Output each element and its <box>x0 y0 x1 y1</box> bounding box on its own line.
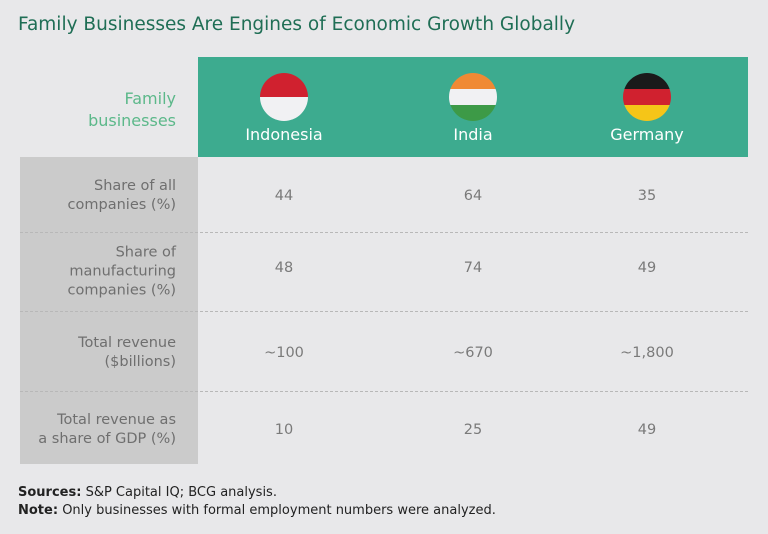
row-label: Share of all companies (%) <box>67 178 176 213</box>
column-header-indonesia: Indonesia <box>194 57 374 157</box>
row-label: Total revenue as a share of GDP (%) <box>38 412 176 447</box>
table-cell: 25 <box>463 422 483 438</box>
country-name: Indonesia <box>245 125 323 144</box>
note-label: Note: <box>18 503 59 518</box>
corner-label: Family businesses <box>88 89 176 130</box>
sources-text: S&P Capital IQ; BCG analysis. <box>85 485 277 500</box>
table-cell: 10 <box>274 422 294 438</box>
flag-germany-icon <box>623 73 671 121</box>
table-cell: 49 <box>637 422 657 438</box>
table-cell: 64 <box>463 188 483 204</box>
row-divider <box>20 232 748 233</box>
table-cell: 44 <box>274 188 294 204</box>
country-name: India <box>453 125 493 144</box>
chart-title: Family Businesses Are Engines of Economi… <box>18 14 576 35</box>
note-line: Note: Only businesses with formal employ… <box>18 503 496 518</box>
country-name: Germany <box>610 125 684 144</box>
table-cell: 74 <box>463 260 483 276</box>
flag-indonesia-icon <box>260 73 308 121</box>
row-label: Share of manufacturing companies (%) <box>67 244 176 299</box>
sources-line: Sources: S&P Capital IQ; BCG analysis. <box>18 485 277 500</box>
note-text: Only businesses with formal employment n… <box>62 503 496 518</box>
column-header-germany: Germany <box>557 57 737 157</box>
table-cell: ~670 <box>453 345 493 361</box>
column-header-india: India <box>383 57 563 157</box>
row-label-column <box>20 157 198 464</box>
table-cell: ~100 <box>264 345 304 361</box>
table-cell: 49 <box>637 260 657 276</box>
flag-india-icon <box>449 73 497 121</box>
table-cell: 48 <box>274 260 294 276</box>
row-label: Total revenue ($billions) <box>78 335 176 370</box>
row-divider <box>20 391 748 392</box>
table-cell: ~1,800 <box>620 345 674 361</box>
sources-label: Sources: <box>18 485 82 500</box>
table-cell: 35 <box>637 188 657 204</box>
row-divider <box>20 311 748 312</box>
